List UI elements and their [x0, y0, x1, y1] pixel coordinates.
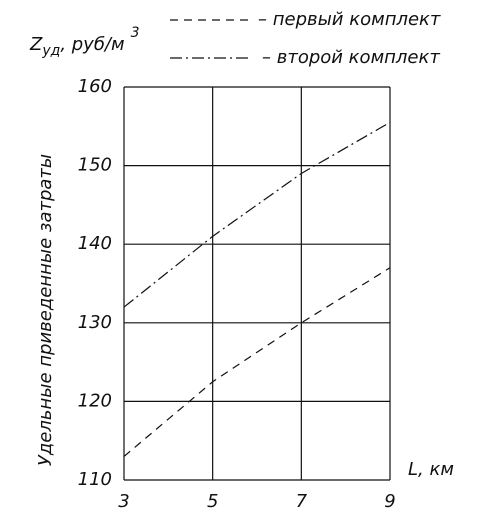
- y-tick-label: 150: [78, 155, 112, 176]
- y-tick-label: 110: [78, 469, 112, 490]
- y-tick-label: 140: [78, 233, 112, 254]
- data-line: [123, 121, 391, 308]
- y-symbol: Z: [29, 34, 43, 55]
- y-unit: , руб/м: [60, 34, 124, 55]
- x-label: L, км: [408, 459, 454, 480]
- legend-label: – первый комплект: [258, 9, 441, 30]
- y-title: Удельные приведенные затраты: [35, 154, 56, 466]
- data-line: [123, 267, 391, 457]
- y-tick-label: 130: [78, 312, 112, 333]
- y-superscript: 3: [131, 25, 140, 41]
- legend-label: – второй комплект: [262, 47, 440, 68]
- y-tick-label: 160: [78, 76, 112, 97]
- y-tick-label: 120: [78, 390, 112, 411]
- y-subscript: уд: [41, 43, 60, 59]
- x-tick-label: 7: [296, 491, 308, 512]
- x-tick-label: 9: [384, 491, 395, 512]
- y-unit-label: Zуд, руб/м 3: [29, 25, 140, 59]
- x-tick-label: 5: [207, 491, 218, 512]
- x-tick-label: 3: [118, 491, 129, 512]
